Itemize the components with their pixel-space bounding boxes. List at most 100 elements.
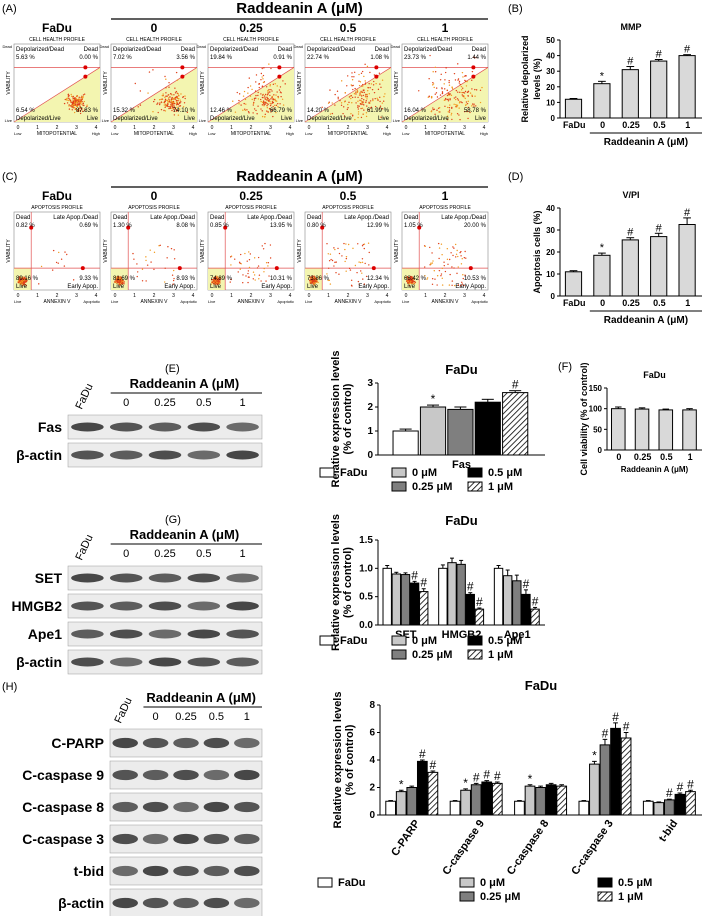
event-dot xyxy=(81,110,84,113)
event-dot xyxy=(175,109,178,111)
bar xyxy=(409,582,420,626)
event-dot xyxy=(273,107,275,110)
significance-mark: # xyxy=(430,758,437,772)
event-dot xyxy=(86,105,88,108)
event-dot xyxy=(164,110,167,112)
event-dot xyxy=(267,98,269,100)
event-dot xyxy=(375,82,377,85)
event-dot xyxy=(219,276,221,278)
quadrant-percent: 10.53 % xyxy=(464,276,487,282)
event-dot xyxy=(19,283,22,285)
legend-label: FaDu xyxy=(340,635,368,647)
legend-label: 0 μM xyxy=(412,467,437,479)
event-dot xyxy=(345,270,347,272)
event-dot xyxy=(237,271,239,273)
y-axis-label: VIABILITY xyxy=(394,239,400,263)
event-dot xyxy=(164,75,166,78)
event-dot xyxy=(251,98,253,101)
event-dot xyxy=(359,103,362,105)
quadrant-percent: 23.73 % xyxy=(404,55,427,61)
event-dot xyxy=(68,105,70,107)
error-bar xyxy=(626,237,635,240)
event-dot xyxy=(428,77,430,80)
event-dot xyxy=(277,97,280,99)
event-dot xyxy=(114,281,116,284)
event-dot xyxy=(360,107,362,110)
error-bar xyxy=(523,589,528,595)
event-dot xyxy=(278,89,281,91)
significance-mark: * xyxy=(592,748,597,762)
error-bar xyxy=(626,66,635,70)
event-dot xyxy=(261,96,264,99)
event-dot xyxy=(234,258,236,260)
event-dot xyxy=(460,101,462,103)
event-dot xyxy=(166,257,168,259)
significance-mark: # xyxy=(467,580,474,594)
event-dot xyxy=(270,98,272,100)
bar xyxy=(593,83,611,119)
event-dot xyxy=(360,100,363,102)
event-dot xyxy=(440,273,443,275)
event-dot xyxy=(367,87,369,89)
event-dot xyxy=(272,105,274,108)
error-bar xyxy=(688,789,693,792)
error-bar xyxy=(654,232,663,237)
quadrant-percent: 1.44 % xyxy=(467,55,486,61)
event-dot xyxy=(261,110,263,112)
event-dot xyxy=(71,109,73,111)
quadrant-label: Live xyxy=(184,116,196,122)
event-dot xyxy=(261,104,264,106)
error-bar xyxy=(421,588,426,592)
event-dot xyxy=(275,111,277,114)
event-dot xyxy=(118,281,120,283)
event-dot xyxy=(257,265,260,267)
event-dot xyxy=(245,275,247,277)
event-dot xyxy=(254,279,256,281)
event-dot xyxy=(168,107,170,110)
event-dot xyxy=(67,97,70,99)
event-dot xyxy=(260,72,263,75)
panel-label: (D) xyxy=(508,171,523,183)
bar xyxy=(502,392,529,456)
event-dot xyxy=(171,274,174,276)
event-dot xyxy=(83,93,86,95)
event-dot xyxy=(266,110,268,112)
bar xyxy=(620,737,632,816)
error-bar xyxy=(388,800,393,802)
flow-plot xyxy=(207,43,295,123)
event-dot xyxy=(335,271,337,274)
axis-tick-label: 2 xyxy=(250,293,253,299)
event-dot xyxy=(23,279,25,282)
event-dot xyxy=(252,104,255,106)
event-dot xyxy=(430,96,433,98)
event-dot xyxy=(214,280,217,282)
event-dot xyxy=(268,275,270,277)
event-dot xyxy=(358,80,360,82)
event-dot xyxy=(79,107,81,109)
axis-end-label: Apoptotic xyxy=(277,299,294,304)
event-dot xyxy=(76,103,79,106)
plot-title: CELL HEALTH PROFILE xyxy=(126,37,183,43)
event-dot xyxy=(258,82,260,85)
event-dot xyxy=(74,98,76,101)
event-dot xyxy=(312,278,315,281)
event-dot xyxy=(66,102,69,104)
event-dot xyxy=(165,87,167,89)
event-dot xyxy=(271,90,273,92)
event-dot xyxy=(269,102,271,105)
event-dot xyxy=(364,80,366,82)
event-dot xyxy=(252,112,254,114)
event-dot xyxy=(269,104,272,107)
event-dot xyxy=(444,97,447,100)
bar xyxy=(664,799,675,816)
error-bar xyxy=(602,738,608,745)
event-dot xyxy=(275,104,278,107)
error-bar xyxy=(452,800,458,802)
event-dot xyxy=(179,105,182,107)
blot-band xyxy=(148,422,182,432)
event-dot xyxy=(448,106,451,109)
plot-title: CELL HEALTH PROFILE xyxy=(223,37,280,43)
significance-mark: # xyxy=(677,780,684,794)
dose-label: 1 xyxy=(240,397,246,409)
event-dot xyxy=(465,85,468,87)
